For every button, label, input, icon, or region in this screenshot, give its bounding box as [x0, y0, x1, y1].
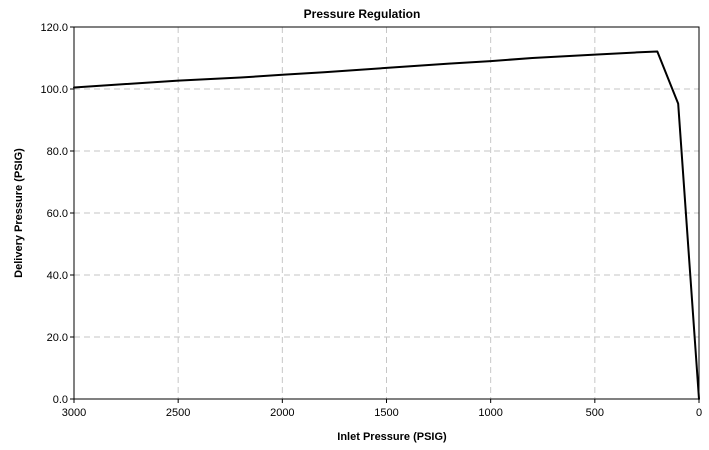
- x-tick-label: 2000: [270, 407, 294, 419]
- y-tick-label: 20.0: [47, 332, 68, 344]
- x-tick-label: 500: [586, 407, 604, 419]
- x-tick-label: 0: [696, 407, 702, 419]
- series-line: [73, 50, 700, 400]
- x-axis-label: Inlet Pressure (PSIG): [337, 431, 447, 443]
- y-tick-label: 60.0: [47, 208, 68, 220]
- axes: [70, 26, 700, 403]
- y-axis-label: Delivery Pressure (PSIG): [13, 148, 25, 278]
- x-tick-label: 1500: [374, 407, 398, 419]
- y-tick-label: 120.0: [40, 22, 68, 34]
- x-tick-label: 2500: [166, 407, 190, 419]
- y-tick-label: 0.0: [53, 394, 68, 406]
- tick-labels: 0.0 20.0 40.0 60.0 80.0 100.0 120.0 3000 2500 200…: [40, 22, 702, 419]
- y-tick-label: 100.0: [40, 84, 68, 96]
- x-tick-label: 3000: [62, 407, 86, 419]
- y-tick-label: 80.0: [47, 146, 68, 158]
- chart-title: Pressure Regulation: [304, 7, 421, 21]
- grid: [74, 26, 699, 399]
- y-tick-label: 40.0: [47, 270, 68, 282]
- series-layer: [73, 50, 700, 400]
- x-tick-label: 1000: [478, 407, 502, 419]
- plot-area-border: [73, 26, 700, 400]
